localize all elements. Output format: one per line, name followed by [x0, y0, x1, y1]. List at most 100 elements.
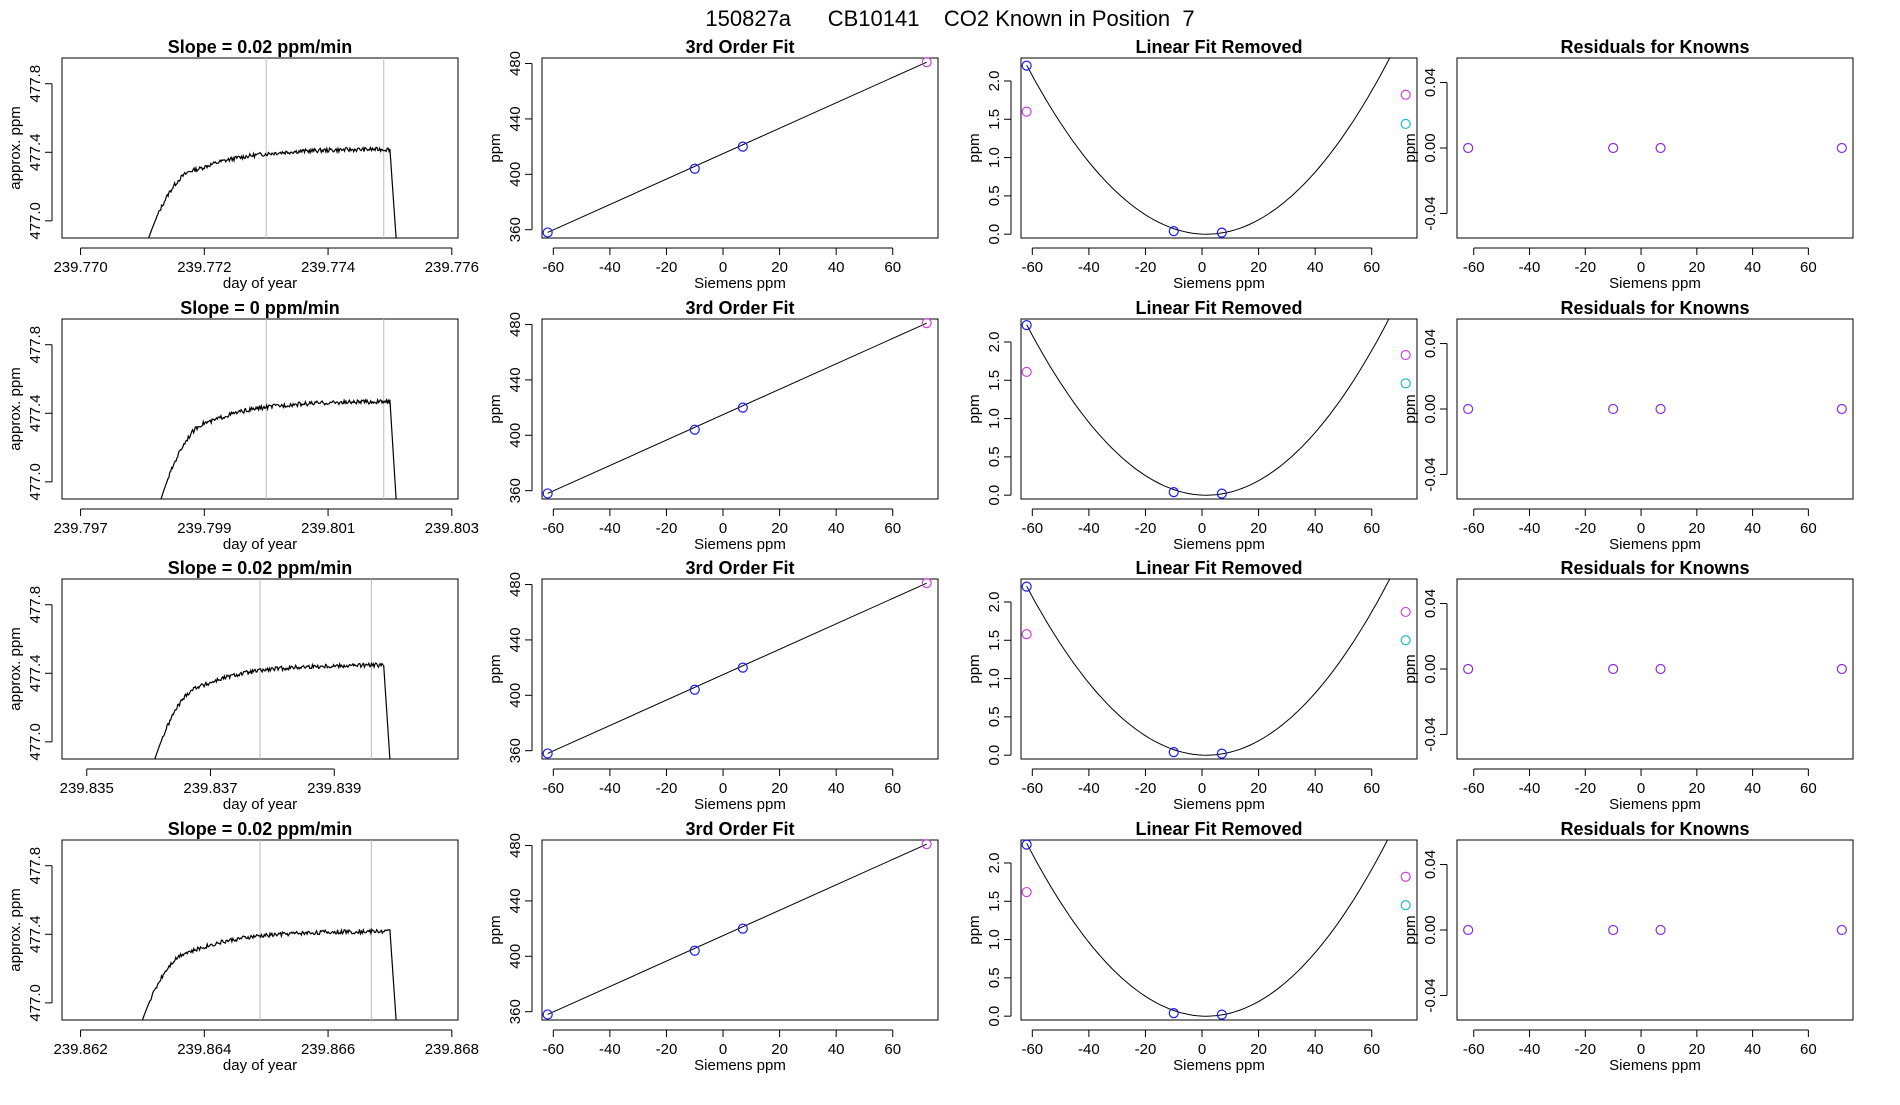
- panel-res-3: Residuals for Knowns -60 -40 -20 0 20 40 60 Siem…: [1402, 558, 1854, 813]
- x-tick-label: -40: [599, 259, 621, 276]
- x-tick-label: 60: [1363, 520, 1380, 537]
- plot-area: [547, 582, 927, 754]
- y-axis-label: ppm: [966, 394, 983, 423]
- y-tick-label: 477.8: [27, 586, 44, 624]
- plot-area: [1026, 579, 1391, 756]
- panel-ts-3: Slope = 0.02 ppm/min 239.835 239.837 239.83…: [7, 558, 459, 813]
- x-tick-label: -40: [599, 1041, 621, 1058]
- y-axis-label: ppm: [487, 915, 504, 944]
- data-point: [737, 923, 748, 934]
- x-tick-label: -40: [1078, 520, 1100, 537]
- data-point: [689, 424, 700, 435]
- x-tick-label: 40: [1744, 1041, 1761, 1058]
- plot-frame: [1456, 578, 1854, 760]
- x-axis-label: day of year: [223, 1057, 297, 1074]
- x-tick-label: -60: [1463, 1041, 1485, 1058]
- x-axis-label: Siemens ppm: [1173, 275, 1265, 292]
- y-tick-label: 2.0: [986, 71, 1003, 92]
- x-tick-label: 60: [1800, 780, 1817, 797]
- x-axis-label: Siemens ppm: [694, 536, 786, 553]
- data-point: [689, 163, 700, 174]
- data-point: [1655, 924, 1666, 936]
- x-tick-label: -60: [1021, 780, 1043, 797]
- x-tick-label: 20: [1688, 259, 1705, 276]
- y-tick-label: 0.0: [986, 485, 1003, 506]
- x-tick-label: 239.801: [301, 520, 355, 537]
- data-point: [689, 684, 700, 695]
- x-axis-label: Siemens ppm: [1609, 536, 1701, 553]
- x-tick-label: 40: [1307, 259, 1324, 276]
- y-tick-label: 480: [507, 572, 524, 597]
- plot-area: [148, 58, 397, 238]
- x-axis-label: Siemens ppm: [1609, 275, 1701, 292]
- panel-title: 3rd Order Fit: [685, 558, 794, 578]
- plot-frame: [1020, 839, 1418, 1021]
- data-point: [1400, 89, 1411, 100]
- x-tick-label: 60: [884, 780, 901, 797]
- x-tick-label: 0: [719, 780, 727, 797]
- data-point: [1655, 403, 1666, 415]
- data-point: [921, 318, 932, 329]
- x-tick-label: 40: [1307, 520, 1324, 537]
- panels-grid: Slope = 0.02 ppm/min 239.770 239.772 239.77…: [7, 37, 1854, 1074]
- x-tick-label: -20: [1574, 1041, 1596, 1058]
- x-tick-label: -60: [542, 259, 564, 276]
- data-point: [1021, 106, 1032, 117]
- y-tick-label: -0.04: [1422, 717, 1439, 751]
- x-tick-label: -60: [1463, 780, 1485, 797]
- x-tick-label: -20: [656, 780, 678, 797]
- data-point: [921, 578, 932, 589]
- panel-ts-2: Slope = 0 ppm/min 239.797 239.799 239.801 23…: [7, 298, 479, 553]
- plot-area: [1026, 840, 1389, 1017]
- panel-title: Linear Fit Removed: [1135, 37, 1302, 57]
- x-tick-label: 0: [1637, 520, 1645, 537]
- x-tick-label: 0: [1637, 259, 1645, 276]
- x-tick-label: 239.837: [183, 780, 237, 797]
- y-tick-label: 0.04: [1422, 68, 1439, 97]
- x-tick-label: 239.835: [60, 780, 114, 797]
- fit-curve: [1026, 840, 1389, 1017]
- data-point: [689, 945, 700, 956]
- x-tick-label: 40: [828, 780, 845, 797]
- x-tick-label: 40: [1307, 1041, 1324, 1058]
- data-point: [1021, 320, 1032, 331]
- x-tick-label: 60: [1363, 1041, 1380, 1058]
- x-tick-label: 0: [1198, 780, 1206, 797]
- y-axis-label: ppm: [1402, 654, 1419, 683]
- plot-area: [154, 579, 391, 759]
- y-tick-label: 0.00: [1422, 394, 1439, 423]
- y-tick-label: 0.04: [1422, 589, 1439, 618]
- x-tick-label: 20: [1688, 1041, 1705, 1058]
- x-tick-label: 60: [1363, 259, 1380, 276]
- data-point: [1400, 606, 1411, 618]
- panel-title: Slope = 0 ppm/min: [180, 298, 340, 318]
- x-tick-label: 20: [1250, 1041, 1267, 1058]
- data-point: [1400, 349, 1411, 361]
- data-point: [1655, 663, 1666, 675]
- data-point: [542, 748, 553, 759]
- y-axis-label: approx. ppm: [7, 106, 24, 189]
- y-tick-label: 477.4: [27, 134, 44, 172]
- x-axis-label: Siemens ppm: [694, 275, 786, 292]
- plot-frame: [61, 318, 459, 500]
- y-tick-label: 477.4: [27, 916, 44, 954]
- plot-frame: [1456, 318, 1854, 500]
- y-tick-label: 0.5: [986, 446, 1003, 467]
- panel-fit3-2: 3rd Order Fit -60 -40 -20 0 20 40 60 Siemens ppm…: [487, 298, 939, 553]
- x-tick-label: 60: [1800, 520, 1817, 537]
- y-tick-label: 477.8: [27, 326, 44, 364]
- data-point: [1168, 226, 1179, 237]
- data-point: [542, 1009, 553, 1020]
- y-tick-label: 1.5: [986, 370, 1003, 391]
- data-point: [1608, 403, 1619, 415]
- data-point: [1836, 403, 1847, 415]
- x-tick-label: -40: [1519, 259, 1541, 276]
- y-tick-label: 0.0: [986, 1006, 1003, 1027]
- y-tick-label: 2.0: [986, 853, 1003, 874]
- y-tick-label: 0.04: [1422, 329, 1439, 358]
- x-axis-label: day of year: [223, 275, 297, 292]
- data-point: [1400, 118, 1411, 129]
- y-tick-label: 477.0: [27, 202, 44, 240]
- x-tick-label: -60: [1021, 259, 1043, 276]
